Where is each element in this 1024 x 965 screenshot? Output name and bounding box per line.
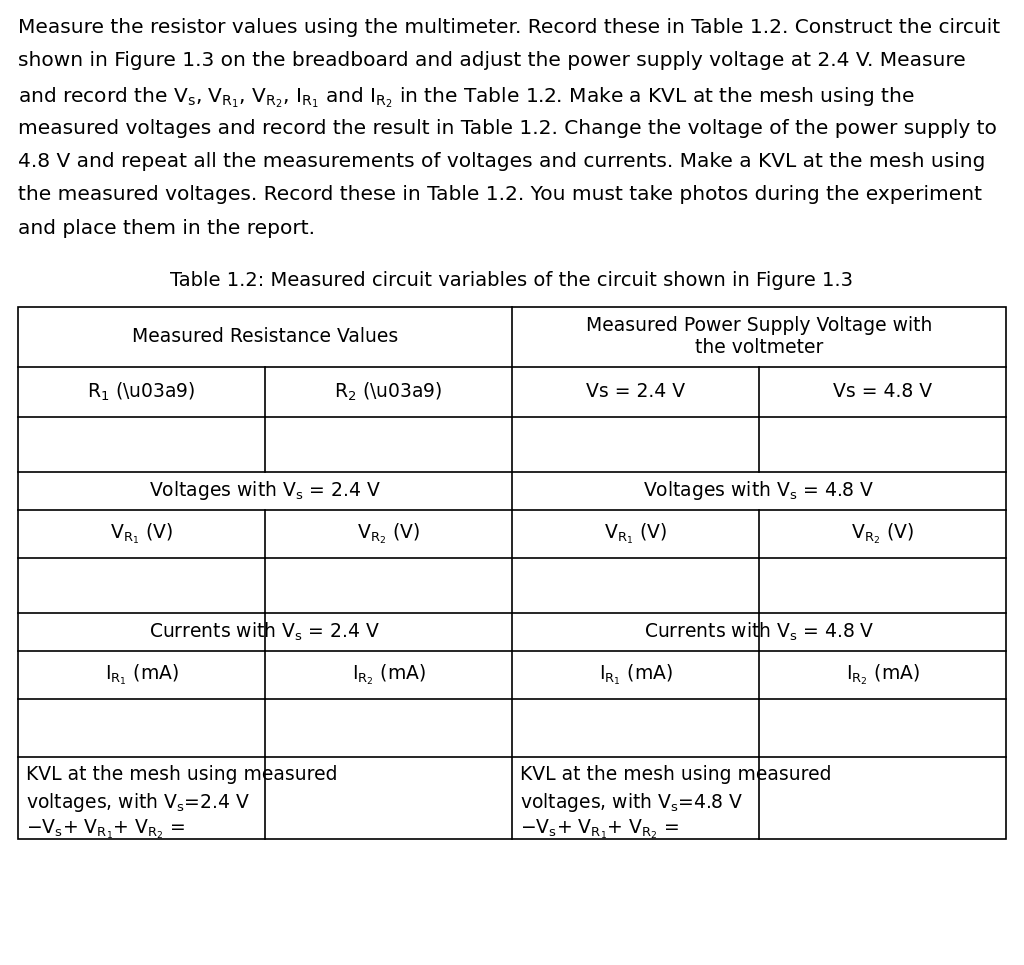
- Text: and record the V$_\mathsf{s}$, V$_\mathsf{R_1}$, V$_\mathsf{R_2}$, I$_\mathsf{R_: and record the V$_\mathsf{s}$, V$_\maths…: [18, 85, 914, 110]
- Text: Measured Resistance Values: Measured Resistance Values: [132, 327, 398, 346]
- Text: Vs = 4.8 V: Vs = 4.8 V: [833, 382, 932, 401]
- Text: $-$V$_\mathregular{s}$+ V$_\mathregular{R_1}$+ V$_\mathregular{R_2}$ =: $-$V$_\mathregular{s}$+ V$_\mathregular{…: [26, 817, 185, 841]
- Text: I$_\mathregular{R_1}$ (mA): I$_\mathregular{R_1}$ (mA): [104, 662, 178, 687]
- Text: and place them in the report.: and place them in the report.: [18, 219, 315, 238]
- Text: KVL at the mesh using measured: KVL at the mesh using measured: [26, 765, 338, 785]
- Text: KVL at the mesh using measured: KVL at the mesh using measured: [520, 765, 831, 785]
- Text: Voltages with V$_\mathregular{s}$ = 2.4 V: Voltages with V$_\mathregular{s}$ = 2.4 …: [150, 479, 381, 502]
- Text: voltages, with V$_\mathregular{s}$=4.8 V: voltages, with V$_\mathregular{s}$=4.8 V: [520, 791, 743, 814]
- Text: R$_\mathregular{2}$ (\u03a9): R$_\mathregular{2}$ (\u03a9): [334, 380, 442, 402]
- Text: V$_\mathregular{R_1}$ (V): V$_\mathregular{R_1}$ (V): [604, 521, 667, 546]
- Text: shown in Figure 1.3 on the breadboard and adjust the power supply voltage at 2.4: shown in Figure 1.3 on the breadboard an…: [18, 51, 966, 70]
- Text: I$_\mathregular{R_2}$ (mA): I$_\mathregular{R_2}$ (mA): [351, 662, 425, 687]
- Text: $-$V$_\mathregular{s}$+ V$_\mathregular{R_1}$+ V$_\mathregular{R_2}$ =: $-$V$_\mathregular{s}$+ V$_\mathregular{…: [520, 817, 679, 841]
- Text: Vs = 2.4 V: Vs = 2.4 V: [586, 382, 685, 401]
- Text: Table 1.2: Measured circuit variables of the circuit shown in Figure 1.3: Table 1.2: Measured circuit variables of…: [171, 270, 853, 290]
- Text: Measure the resistor values using the multimeter. Record these in Table 1.2. Con: Measure the resistor values using the mu…: [18, 18, 1000, 37]
- Text: Currents with V$_\mathregular{s}$ = 4.8 V: Currents with V$_\mathregular{s}$ = 4.8 …: [644, 620, 874, 643]
- Text: Voltages with V$_\mathregular{s}$ = 4.8 V: Voltages with V$_\mathregular{s}$ = 4.8 …: [643, 479, 874, 502]
- Text: I$_\mathregular{R_1}$ (mA): I$_\mathregular{R_1}$ (mA): [599, 662, 673, 687]
- Text: V$_\mathregular{R_2}$ (V): V$_\mathregular{R_2}$ (V): [357, 521, 420, 546]
- Text: Measured Power Supply Voltage with
the voltmeter: Measured Power Supply Voltage with the v…: [586, 316, 932, 357]
- Text: 4.8 V and repeat all the measurements of voltages and currents. Make a KVL at th: 4.8 V and repeat all the measurements of…: [18, 152, 985, 171]
- Text: V$_\mathregular{R_1}$ (V): V$_\mathregular{R_1}$ (V): [111, 521, 173, 546]
- Text: Currents with V$_\mathregular{s}$ = 2.4 V: Currents with V$_\mathregular{s}$ = 2.4 …: [150, 620, 381, 643]
- Text: the measured voltages. Record these in Table 1.2. You must take photos during th: the measured voltages. Record these in T…: [18, 185, 982, 205]
- Text: I$_\mathregular{R_2}$ (mA): I$_\mathregular{R_2}$ (mA): [846, 662, 920, 687]
- Text: V$_\mathregular{R_2}$ (V): V$_\mathregular{R_2}$ (V): [851, 521, 913, 546]
- Text: voltages, with V$_\mathregular{s}$=2.4 V: voltages, with V$_\mathregular{s}$=2.4 V: [26, 791, 250, 814]
- Text: measured voltages and record the result in Table 1.2. Change the voltage of the : measured voltages and record the result …: [18, 119, 997, 137]
- Text: R$_\mathregular{1}$ (\u03a9): R$_\mathregular{1}$ (\u03a9): [87, 380, 196, 402]
